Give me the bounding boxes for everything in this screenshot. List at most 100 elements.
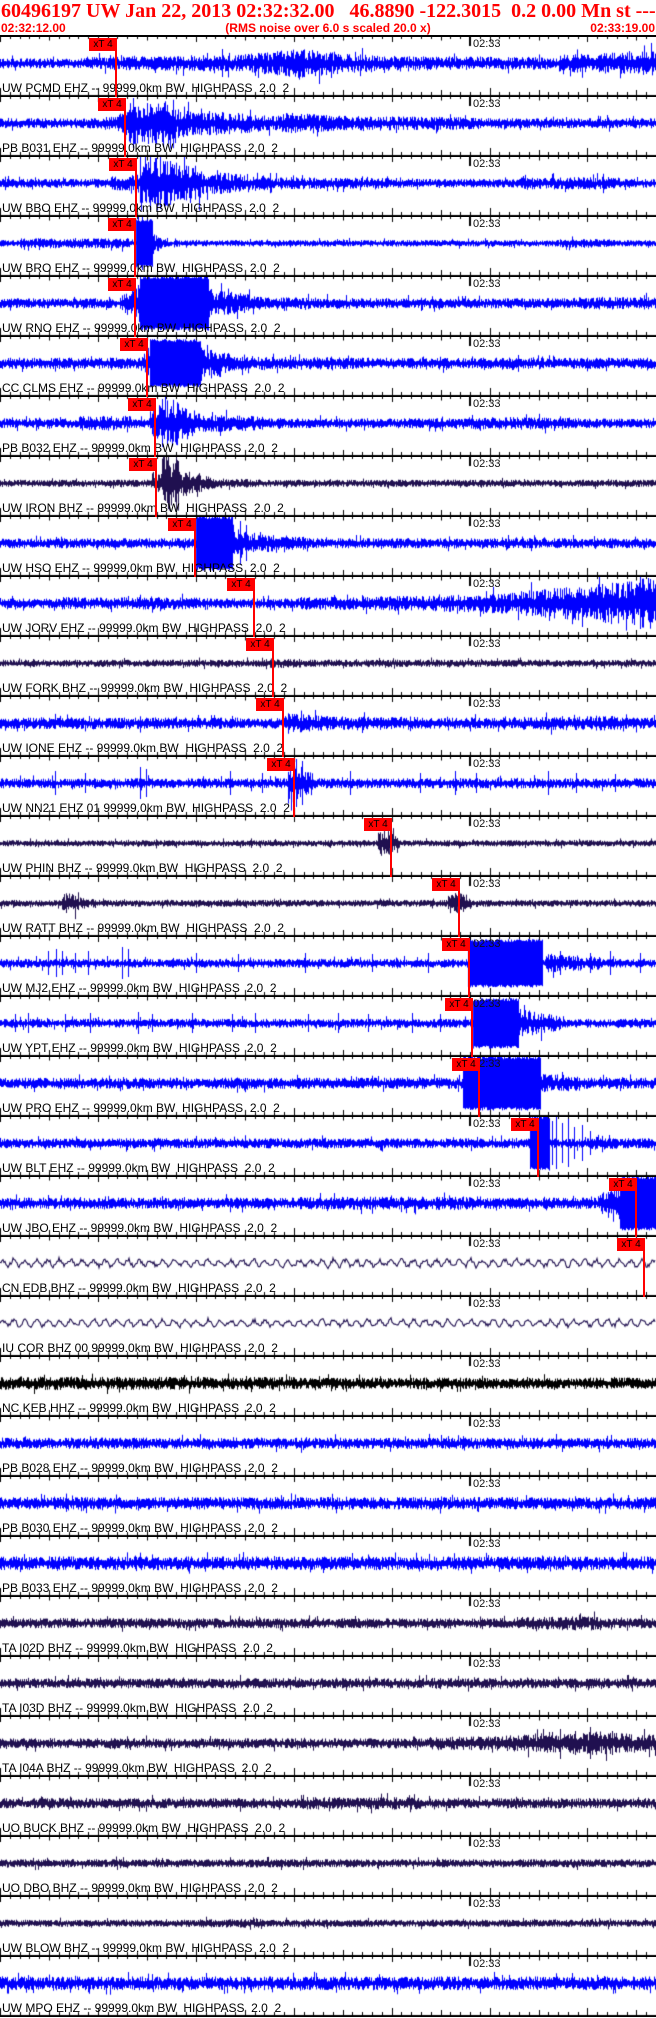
trace-panel[interactable]: 02:33 UW BRO EHZ -- 99999.0km BW HIGHPAS… <box>0 217 656 277</box>
waveform-canvas[interactable] <box>0 1057 656 1117</box>
waveform-canvas[interactable] <box>0 1477 656 1537</box>
waveform-canvas[interactable] <box>0 1117 656 1177</box>
waveform-canvas[interactable] <box>0 577 656 637</box>
station-label: TA I02D BHZ -- 99999.0km BW HIGHPASS 2.0… <box>2 1641 273 1655</box>
trace-panel[interactable]: 02:33 NC KEB HHZ -- 99999.0km BW HIGHPAS… <box>0 1357 656 1417</box>
minute-marker-label: 02:33 <box>473 878 501 890</box>
waveform-canvas[interactable] <box>0 877 656 937</box>
station-label: TA I04A BHZ -- 99999.0km BW HIGHPASS 2.0… <box>2 1761 272 1775</box>
waveform-canvas[interactable] <box>0 1417 656 1477</box>
waveform-canvas[interactable] <box>0 1657 656 1717</box>
trace-panel[interactable]: 02:33 UO DBO BHZ -- 99999.0km BW HIGHPAS… <box>0 1837 656 1897</box>
waveform-canvas[interactable] <box>0 517 656 577</box>
pick-line <box>468 951 470 997</box>
trace-panel[interactable]: 02:33 PB B031 EHZ -- 99999.0km BW HIGHPA… <box>0 97 656 157</box>
trace-panel[interactable]: 02:33 PB B030 EHZ -- 99999.0km BW HIGHPA… <box>0 1477 656 1537</box>
pick-flag[interactable]: xT 4 <box>445 998 473 1011</box>
pick-flag[interactable]: xT 4 <box>227 578 255 591</box>
waveform-canvas[interactable] <box>0 697 656 757</box>
trace-panel[interactable]: 02:33 CN EDB BHZ -- 99999.0km BW HIGHPAS… <box>0 1237 656 1297</box>
pick-flag[interactable]: xT 4 <box>432 878 460 891</box>
pick-flag[interactable]: xT 4 <box>442 938 470 951</box>
trace-panel[interactable]: 02:33 TA I03D BHZ -- 99999.0km BW HIGHPA… <box>0 1657 656 1717</box>
pick-flag[interactable]: xT 4 <box>98 98 126 111</box>
pick-flag[interactable]: xT 4 <box>89 38 117 51</box>
waveform-canvas[interactable] <box>0 1177 656 1237</box>
waveform-canvas[interactable] <box>0 997 656 1057</box>
trace-panel[interactable]: 02:33 UW HSO EHZ -- 99999.0km BW HIGHPAS… <box>0 517 656 577</box>
minute-marker-label: 02:33 <box>473 1478 501 1490</box>
pick-flag[interactable]: xT 4 <box>452 1058 480 1071</box>
trace-panel[interactable]: 02:33 UW PCMD EHZ -- 99999.0km BW HIGHPA… <box>0 37 656 97</box>
waveform-canvas[interactable] <box>0 397 656 457</box>
station-label: PB B031 EHZ -- 99999.0km BW HIGHPASS 2.0… <box>2 141 278 155</box>
waveform-canvas[interactable] <box>0 1837 656 1897</box>
pick-flag[interactable]: xT 4 <box>129 458 157 471</box>
pick-flag[interactable]: xT 4 <box>617 1238 645 1251</box>
trace-panel[interactable]: 02:33 UW BBO EHZ -- 99999.0km BW HIGHPAS… <box>0 157 656 217</box>
waveform-canvas[interactable] <box>0 1357 656 1417</box>
trace-panel[interactable]: 02:33 UW MJ2 EHZ -- 99999.0km BW HIGHPAS… <box>0 937 656 997</box>
trace-panel[interactable]: 02:33 UW RATT BHZ -- 99999.0km BW HIGHPA… <box>0 877 656 937</box>
waveform-canvas[interactable] <box>0 1897 656 1957</box>
station-label: UW PCMD EHZ -- 99999.0km BW HIGHPASS 2.0… <box>2 81 290 95</box>
waveform-canvas[interactable] <box>0 1717 656 1777</box>
waveform-canvas[interactable] <box>0 1597 656 1657</box>
minute-marker-label: 02:33 <box>473 1178 501 1190</box>
pick-line <box>643 1251 645 1297</box>
station-label: UO DBO BHZ -- 99999.0km BW HIGHPASS 2.0 … <box>2 1881 278 1895</box>
waveform-canvas[interactable] <box>0 1237 656 1297</box>
pick-flag[interactable]: xT 4 <box>108 278 136 291</box>
pick-flag[interactable]: xT 4 <box>120 338 148 351</box>
pick-line <box>390 831 392 877</box>
waveform-canvas[interactable] <box>0 1537 656 1597</box>
waveform-canvas[interactable] <box>0 817 656 877</box>
trace-panel[interactable]: 02:33 UW YPT EHZ -- 99999.0km BW HIGHPAS… <box>0 997 656 1057</box>
pick-flag[interactable]: xT 4 <box>109 158 137 171</box>
trace-panel[interactable]: 02:33 UW NN21 EHZ 01 99999.0km BW HIGHPA… <box>0 757 656 817</box>
pick-flag[interactable]: xT 4 <box>609 1178 637 1191</box>
trace-panel[interactable]: 02:33 UW PRO EHZ -- 99999.0km BW HIGHPAS… <box>0 1057 656 1117</box>
trace-panel[interactable]: 02:33 PB B032 EHZ -- 99999.0km BW HIGHPA… <box>0 397 656 457</box>
trace-panel[interactable]: 02:33 UW IRON BHZ -- 99999.0km BW HIGHPA… <box>0 457 656 517</box>
pick-flag[interactable]: xT 4 <box>267 758 295 771</box>
trace-panel[interactable]: 02:33 UW FORK BHZ -- 99999.0km BW HIGHPA… <box>0 637 656 697</box>
waveform-canvas[interactable] <box>0 457 656 517</box>
event-summary-title: 60496197 UW Jan 22, 2013 02:32:32.00 46.… <box>1 0 656 22</box>
pick-line <box>635 1191 637 1237</box>
trace-panel[interactable]: 02:33 UW JBO EHZ -- 99999.0km BW HIGHPAS… <box>0 1177 656 1237</box>
pick-flag[interactable]: xT 4 <box>108 218 136 231</box>
pick-line <box>194 531 196 577</box>
minute-marker-label: 02:33 <box>473 578 501 590</box>
pick-flag[interactable]: xT 4 <box>168 518 196 531</box>
trace-panel[interactable]: 02:33 PB B028 EHZ -- 99999.0km BW HIGHPA… <box>0 1417 656 1477</box>
minute-marker-label: 02:33 <box>473 698 501 710</box>
trace-panel[interactable]: 02:33 TA I02D BHZ -- 99999.0km BW HIGHPA… <box>0 1597 656 1657</box>
trace-panel[interactable]: 02:33 UW BLT EHZ -- 99999.0km BW HIGHPAS… <box>0 1117 656 1177</box>
minute-marker-label: 02:33 <box>473 1898 501 1910</box>
waveform-canvas[interactable] <box>0 637 656 697</box>
trace-panel[interactable]: 02:33 TA I04A BHZ -- 99999.0km BW HIGHPA… <box>0 1717 656 1777</box>
trace-panel[interactable]: 02:33 CC CLMS EHZ -- 99999.0km BW HIGHPA… <box>0 337 656 397</box>
trace-panel[interactable]: 02:33 UW RNO EHZ -- 99999.0km BW HIGHPAS… <box>0 277 656 337</box>
pick-flag[interactable]: xT 4 <box>256 698 284 711</box>
pick-flag[interactable]: xT 4 <box>364 818 392 831</box>
waveform-canvas[interactable] <box>0 1777 656 1837</box>
pick-flag[interactable]: xT 4 <box>246 638 274 651</box>
pick-flag[interactable]: xT 4 <box>128 398 156 411</box>
trace-panel[interactable]: 02:33 UO BUCK BHZ -- 99999.0km BW HIGHPA… <box>0 1777 656 1837</box>
trace-panel[interactable]: 02:33 IU COR BHZ 00 99999.0km BW HIGHPAS… <box>0 1297 656 1357</box>
pick-flag[interactable]: xT 4 <box>511 1118 539 1131</box>
trace-panel[interactable]: 02:33 PB B033 EHZ -- 99999.0km BW HIGHPA… <box>0 1537 656 1597</box>
trace-panel[interactable]: 02:33 UW JORV EHZ -- 99999.0km BW HIGHPA… <box>0 577 656 637</box>
minute-marker-label: 02:33 <box>473 1238 501 1250</box>
waveform-canvas[interactable] <box>0 937 656 997</box>
trace-panel[interactable]: 02:33 UW BLOW BHZ -- 99999.0km BW HIGHPA… <box>0 1897 656 1957</box>
trace-panel[interactable]: 02:33 UW IONE EHZ -- 99999.0km BW HIGHPA… <box>0 697 656 757</box>
waveform-canvas[interactable] <box>0 1297 656 1357</box>
waveform-canvas[interactable] <box>0 1957 656 2017</box>
trace-panel[interactable]: 02:33 UW MPO EHZ -- 99999.0km BW HIGHPAS… <box>0 1957 656 2017</box>
waveform-canvas[interactable] <box>0 757 656 817</box>
trace-panel[interactable]: 02:33 UW PHIN BHZ -- 99999.0km BW HIGHPA… <box>0 817 656 877</box>
waveform-canvas[interactable] <box>0 337 656 397</box>
